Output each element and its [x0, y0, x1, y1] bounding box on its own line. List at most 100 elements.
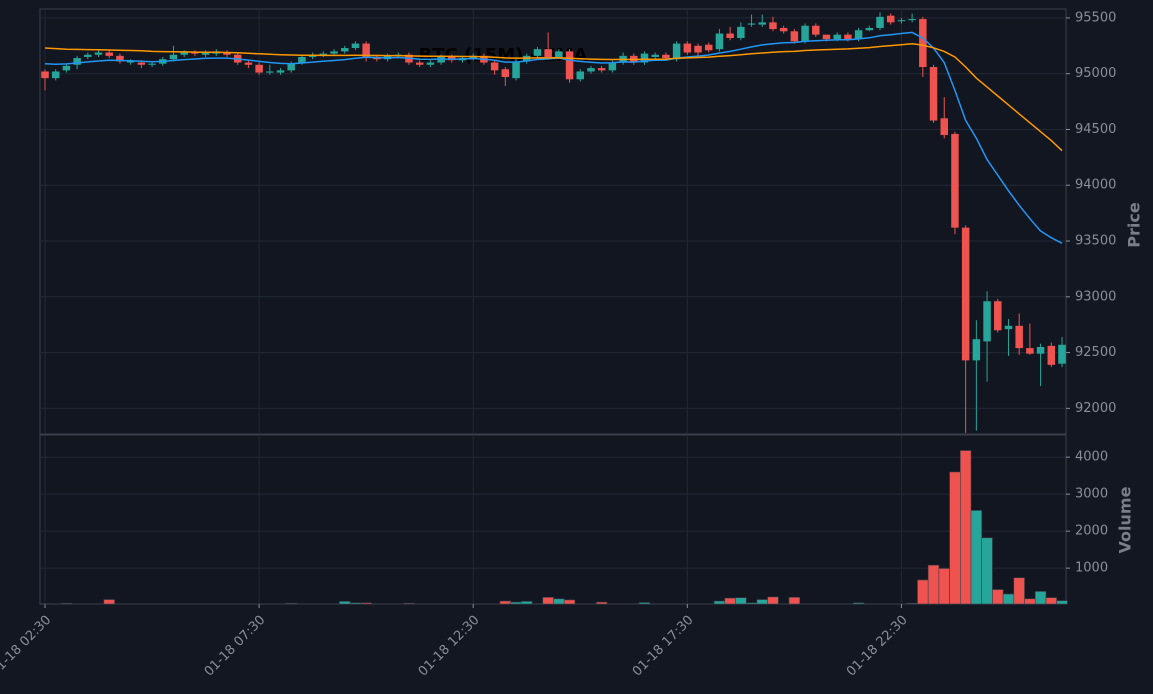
volume-bar: [499, 600, 511, 605]
volume-bar: [981, 537, 993, 605]
candle-body: [662, 54, 670, 59]
candle-body: [715, 33, 724, 50]
volume-bar: [60, 602, 73, 605]
volume-panel: [39, 434, 1067, 605]
volume-bar: [852, 602, 865, 605]
volume-bar: [906, 602, 918, 605]
volume-bar: [563, 599, 576, 605]
candle-body: [640, 53, 649, 63]
volume-bar: [992, 589, 1004, 605]
y2-tick-label: 2000: [1075, 524, 1108, 539]
candle-body: [319, 53, 328, 55]
candle-body: [244, 62, 253, 65]
candle-body: [501, 69, 510, 78]
candle-body: [779, 27, 788, 32]
candle-body: [223, 52, 231, 55]
volume-bar: [1002, 593, 1015, 605]
volume-bar: [724, 597, 736, 605]
candle-body: [565, 51, 574, 80]
candle-body: [747, 23, 756, 25]
candle-body: [1004, 325, 1013, 330]
volume-bar: [1024, 598, 1036, 605]
candle-body: [426, 62, 435, 65]
candle-body: [961, 227, 970, 361]
candle-body: [994, 301, 1002, 331]
candle-body: [415, 62, 424, 65]
y2-tick-label: 3000: [1075, 487, 1108, 502]
candle-body: [362, 43, 370, 57]
candle-body: [608, 62, 617, 71]
volume-bar: [1034, 591, 1047, 605]
candle-body: [94, 52, 103, 55]
ema-line: [44, 43, 1063, 152]
y2-axis-label: Volume: [1116, 486, 1135, 553]
candle-body: [266, 71, 274, 73]
candle-body: [683, 43, 692, 53]
candle-body: [651, 54, 659, 57]
candle-body: [1015, 325, 1023, 349]
candle-body: [704, 44, 713, 51]
candle-body: [769, 22, 777, 30]
y-tick-label: 92000: [1075, 401, 1116, 416]
volume-bar: [959, 450, 972, 605]
candle-body: [737, 26, 745, 39]
candle-body: [844, 34, 852, 40]
candle-body: [512, 61, 520, 79]
volume-bar: [360, 602, 372, 605]
volume-bar: [917, 579, 929, 605]
volume-bar: [349, 602, 362, 605]
candle-body: [790, 31, 799, 42]
candle-body: [201, 52, 210, 55]
y-axis-label: Price: [1125, 202, 1144, 248]
volume-bar: [938, 568, 950, 605]
candle-body: [876, 16, 884, 28]
y-tick-label: 94000: [1075, 178, 1116, 193]
volume-bar: [970, 510, 983, 605]
candle-body: [255, 64, 263, 73]
candle-body: [886, 15, 895, 23]
candle-body: [908, 19, 916, 21]
candle-body: [801, 25, 809, 42]
candle-body: [951, 133, 959, 228]
candle-body: [276, 70, 285, 73]
candle-body: [84, 54, 92, 57]
candle-body: [51, 71, 60, 79]
candle-body: [62, 65, 71, 71]
candle-body: [854, 30, 863, 40]
candle-body: [287, 63, 295, 71]
volume-bar: [553, 598, 565, 605]
candle-body: [822, 34, 831, 40]
y-tick-label: 95000: [1075, 66, 1116, 81]
y-tick-label: 92500: [1075, 345, 1116, 360]
candle-body: [116, 55, 124, 62]
candle-body: [812, 25, 820, 35]
candle-body: [758, 22, 766, 25]
volume-bar: [756, 599, 768, 605]
volume-bar: [510, 601, 522, 605]
candle-body: [576, 71, 585, 80]
candle-body: [929, 67, 938, 121]
volume-bar: [713, 600, 726, 605]
candle-body: [1047, 345, 1056, 365]
candle-body: [298, 56, 306, 63]
volume-bar: [1056, 600, 1068, 605]
candle-body: [1026, 348, 1034, 354]
volume-bar: [103, 599, 115, 605]
candle-body: [1058, 344, 1066, 364]
volume-bar: [596, 601, 608, 605]
volume-bar: [949, 471, 961, 605]
volume-bar: [927, 564, 940, 605]
candle-body: [73, 58, 81, 65]
volume-bar: [745, 602, 758, 605]
candle-body: [1036, 346, 1045, 354]
candle-body: [137, 62, 146, 65]
y2-tick-label: 4000: [1075, 450, 1108, 465]
candle-body: [490, 62, 499, 71]
candle-body: [726, 33, 734, 39]
candle-body: [833, 34, 841, 40]
y2-tick-label: 1000: [1075, 561, 1108, 576]
candle-body: [41, 71, 49, 79]
volume-bar: [735, 597, 747, 605]
candle-body: [694, 45, 702, 53]
volume-bar: [403, 602, 415, 605]
